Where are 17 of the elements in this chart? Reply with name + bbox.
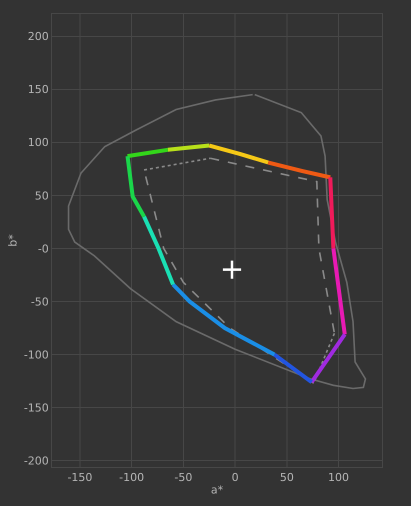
y-tick-label: 50 [34, 189, 49, 202]
y-tick-label: -50 [30, 295, 49, 308]
x-axis-title: a* [210, 483, 224, 496]
y-tick-label: -100 [24, 348, 49, 362]
x-tick-label: 50 [280, 471, 294, 484]
y-tick-label: -150 [24, 401, 49, 414]
y-tick-label: -200 [24, 454, 49, 468]
x-tick-label: 100 [328, 471, 350, 484]
y-tick-label: -0 [38, 242, 49, 256]
x-tick-label: -150 [67, 471, 92, 484]
y-tick-label: 150 [28, 83, 49, 96]
y-axis-title: b* [6, 234, 20, 247]
x-tick-label: -100 [119, 471, 144, 484]
x-tick-label: 0 [232, 471, 239, 484]
y-tick-label: 100 [28, 136, 49, 150]
x-tick-label: -50 [174, 471, 192, 484]
y-tick-label: 200 [28, 30, 49, 44]
